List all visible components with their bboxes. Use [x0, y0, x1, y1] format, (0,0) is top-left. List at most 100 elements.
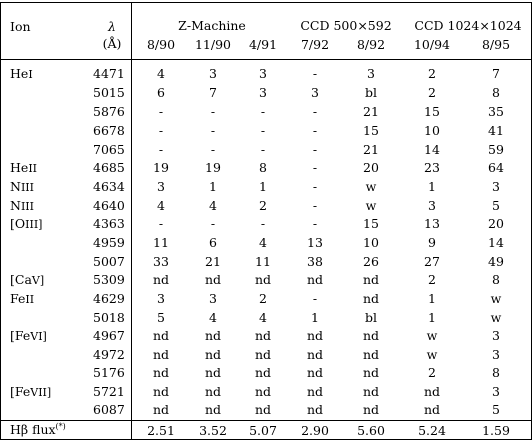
ion-element: N [10, 198, 21, 213]
intensity-cell: nd [423, 402, 441, 417]
wavelength-cell: 6678 [93, 123, 125, 138]
intensity-cell: 1 [428, 179, 436, 194]
ion-element: [O [10, 216, 26, 231]
intensity-cell: - [158, 104, 164, 119]
intensity-cell: 4 [259, 310, 267, 325]
intensity-cell: 3 [492, 328, 500, 343]
intensity-cell: nd [362, 402, 380, 417]
intensity-cell: 1 [311, 310, 319, 325]
intensity-cell: nd [204, 384, 222, 399]
intensity-cell: nd [362, 291, 380, 306]
intensity-cell: 1 [428, 310, 436, 325]
group-header-ccd500: CCD 500×592 [300, 18, 392, 33]
hbeta-flux-value: 2.90 [301, 423, 329, 438]
intensity-cell: nd [362, 365, 380, 380]
intensity-cell: - [312, 123, 318, 138]
wavelength-cell: 5176 [93, 365, 125, 380]
ion-stage: I [28, 68, 33, 81]
intensity-cell: - [158, 142, 164, 157]
intensity-cell: 23 [424, 160, 440, 175]
intensity-cell: nd [254, 272, 272, 287]
ion-element: Fe [10, 291, 26, 306]
ion-column-header: Ion [10, 19, 31, 34]
footer-rule [0, 420, 532, 421]
ion-stage: III [20, 200, 34, 213]
intensity-cell: - [312, 160, 318, 175]
ion-cell: NIII [10, 199, 34, 214]
intensity-cell: 7 [209, 85, 217, 100]
intensity-cell: nd [204, 328, 222, 343]
intensity-cell: - [312, 179, 318, 194]
hbeta-flux-value: 5.60 [357, 423, 385, 438]
wavelength-cell: 4959 [93, 235, 125, 250]
intensity-cell: - [210, 216, 216, 231]
intensity-cell: 19 [153, 160, 169, 175]
wavelength-cell: 4629 [93, 291, 125, 306]
intensity-cell: 3 [209, 291, 217, 306]
intensity-cell: 15 [424, 104, 440, 119]
intensity-cell: 3 [311, 85, 319, 100]
intensity-cell: 15 [363, 123, 379, 138]
intensity-cell: w [490, 310, 502, 325]
hbeta-flux-label: Hβ flux(*) [10, 422, 66, 437]
ion-stage: V] [31, 274, 45, 287]
ion-element: [Fe [10, 384, 31, 399]
intensity-cell: 2 [428, 365, 436, 380]
intensity-cell: - [312, 104, 318, 119]
intensity-cell: 2 [428, 272, 436, 287]
column-separator-ion [0, 2, 1, 440]
intensity-cell: 20 [488, 216, 504, 231]
intensity-cell: nd [362, 347, 380, 362]
intensity-cell: 2 [259, 291, 267, 306]
intensity-cell: nd [204, 272, 222, 287]
intensity-cell: 49 [488, 254, 504, 269]
intensity-cell: w [426, 347, 438, 362]
intensity-cell: nd [306, 402, 324, 417]
intensity-cell: 3 [367, 66, 375, 81]
intensity-cell: 3 [492, 384, 500, 399]
intensity-cell: - [312, 142, 318, 157]
date-header: 10/94 [413, 37, 451, 52]
date-header: 4/91 [248, 37, 278, 52]
intensity-cell: 3 [259, 85, 267, 100]
intensity-cell: - [312, 66, 318, 81]
intensity-cell: 2 [259, 198, 267, 213]
intensity-cell: 3 [492, 179, 500, 194]
intensity-cell: - [210, 142, 216, 157]
intensity-cell: 8 [259, 160, 267, 175]
intensity-cell: 1 [209, 179, 217, 194]
intensity-cell: nd [204, 402, 222, 417]
bottom-rule [0, 439, 532, 440]
intensity-cell: - [312, 198, 318, 213]
intensity-cell: 5 [492, 198, 500, 213]
intensity-cell: w [365, 198, 377, 213]
ion-cell: [CaV] [10, 273, 44, 288]
intensity-cell: nd [204, 347, 222, 362]
intensity-cell: 3 [428, 198, 436, 213]
wavelength-cell: 4685 [93, 160, 125, 175]
intensity-cell: 35 [488, 104, 504, 119]
intensity-cell: 4 [259, 235, 267, 250]
intensity-cell: - [312, 291, 318, 306]
ion-stage: VI] [30, 330, 47, 343]
intensity-cell: 4 [209, 310, 217, 325]
intensity-cell: nd [254, 328, 272, 343]
ion-cell: [FeVI] [10, 329, 47, 344]
intensity-cell: 2 [428, 66, 436, 81]
lambda-symbol: λ [108, 19, 116, 34]
intensity-cell: 19 [205, 160, 221, 175]
wavelength-cell: 4634 [93, 179, 125, 194]
intensity-cell: w [426, 328, 438, 343]
intensity-cell: 21 [205, 254, 221, 269]
date-header: 8/90 [146, 37, 176, 52]
intensity-cell: 5 [157, 310, 165, 325]
intensity-cell: nd [152, 328, 170, 343]
intensity-cell: nd [306, 384, 324, 399]
intensity-cell: 3 [492, 347, 500, 362]
intensity-cell: - [158, 216, 164, 231]
ion-cell: FeII [10, 292, 34, 307]
ion-cell: HeII [10, 161, 37, 176]
intensity-cell: - [260, 216, 266, 231]
wavelength-cell: 5309 [93, 272, 125, 287]
ion-stage: II [28, 162, 38, 175]
